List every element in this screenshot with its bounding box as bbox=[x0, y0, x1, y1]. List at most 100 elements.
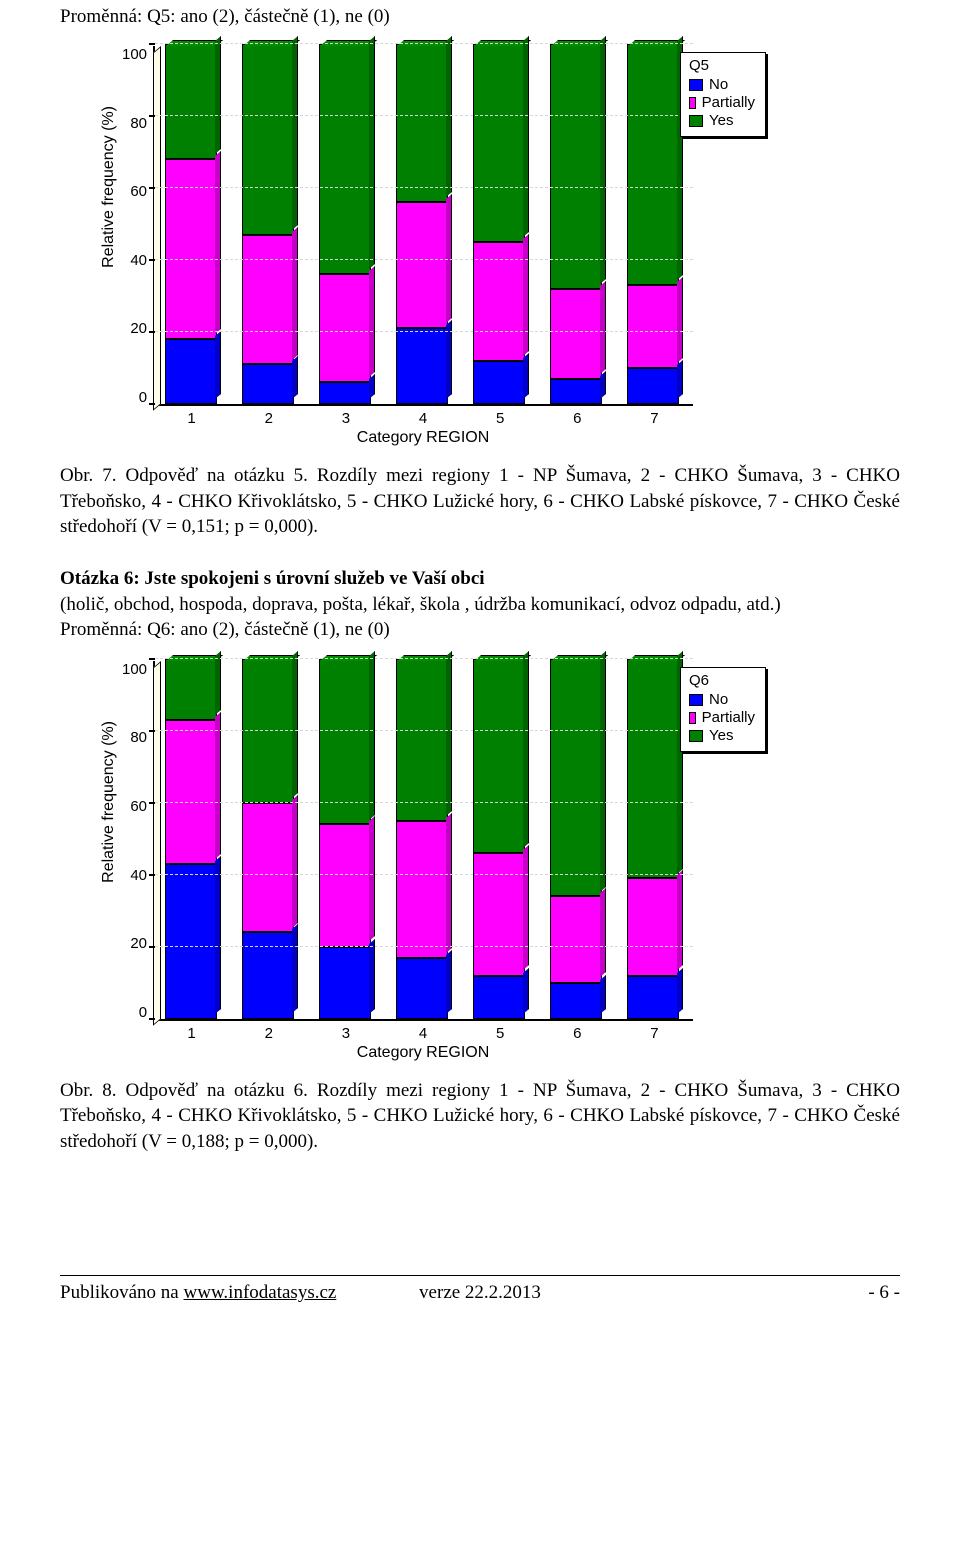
bar-segment-yes bbox=[396, 659, 448, 821]
footer-right: - 6 - bbox=[868, 1282, 900, 1304]
bar bbox=[319, 661, 375, 1019]
xtick-label: 2 bbox=[241, 410, 297, 427]
bar-segment-no bbox=[627, 976, 679, 1019]
xtick-label: 4 bbox=[395, 1025, 451, 1042]
legend-swatch bbox=[689, 694, 703, 706]
legend-swatch bbox=[689, 712, 696, 724]
xtick-label: 7 bbox=[626, 410, 682, 427]
bar-segment-yes bbox=[627, 659, 679, 879]
bar-segment-partially bbox=[627, 878, 679, 975]
ytick-label: 20 bbox=[130, 935, 147, 952]
chart1-ylabel: Relative frequency (%) bbox=[100, 106, 122, 268]
bar bbox=[550, 661, 606, 1019]
legend-label: Partially bbox=[702, 709, 755, 727]
bar-segment-no bbox=[396, 958, 448, 1019]
legend-label: No bbox=[709, 691, 728, 709]
legend-item: Yes bbox=[689, 727, 755, 745]
bar-segment-yes bbox=[165, 44, 217, 159]
bar-segment-yes bbox=[550, 659, 602, 897]
bar-segment-yes bbox=[396, 44, 448, 202]
ytick-label: 80 bbox=[130, 729, 147, 746]
bar bbox=[396, 46, 452, 404]
gridline bbox=[155, 43, 693, 44]
ytick-label: 40 bbox=[130, 252, 147, 269]
xtick-label: 6 bbox=[549, 1025, 605, 1042]
bar-segment-no bbox=[165, 864, 217, 1019]
xtick-label: 5 bbox=[472, 410, 528, 427]
bar-segment-partially bbox=[550, 896, 602, 982]
chart1-legend: Q5NoPartiallyYes bbox=[680, 52, 766, 137]
xtick-label: 4 bbox=[395, 410, 451, 427]
bar bbox=[165, 661, 221, 1019]
gridline bbox=[155, 187, 693, 188]
legend-swatch bbox=[689, 97, 696, 109]
xtick-label: 3 bbox=[318, 410, 374, 427]
legend-title: Q6 bbox=[689, 672, 755, 689]
bar-segment-partially bbox=[396, 202, 448, 328]
legend-label: No bbox=[709, 76, 728, 94]
chart1-yticks: 100806040200 bbox=[122, 46, 153, 406]
legend-item: Partially bbox=[689, 709, 755, 727]
bar-segment-yes bbox=[319, 44, 371, 274]
chart2-yticks: 100806040200 bbox=[122, 661, 153, 1021]
chart2-xticks: 1234567 bbox=[153, 1025, 693, 1042]
legend-swatch bbox=[689, 730, 703, 742]
bar-segment-yes bbox=[550, 44, 602, 289]
bar-segment-no bbox=[319, 382, 371, 404]
footer-left: Publikováno na www.infodatasys.cz bbox=[60, 1282, 336, 1304]
bar-segment-no bbox=[396, 328, 448, 404]
bar bbox=[396, 661, 452, 1019]
bar-segment-yes bbox=[319, 659, 371, 825]
bar-segment-no bbox=[473, 976, 525, 1019]
chart1-xticks: 1234567 bbox=[153, 410, 693, 427]
gridline bbox=[155, 658, 693, 659]
chart1-plot bbox=[153, 46, 693, 406]
legend-item: No bbox=[689, 76, 755, 94]
bar-segment-no bbox=[550, 379, 602, 404]
chart2-plot bbox=[153, 661, 693, 1021]
page-footer: Publikováno na www.infodatasys.cz verze … bbox=[60, 1275, 900, 1304]
footer-left-text: Publikováno na bbox=[60, 1282, 184, 1303]
variable-line-q5: Proměnná: Q5: ano (2), částečně (1), ne … bbox=[60, 6, 900, 28]
bar-segment-yes bbox=[242, 44, 294, 235]
bar-segment-partially bbox=[473, 853, 525, 975]
bar bbox=[627, 661, 683, 1019]
bar bbox=[242, 661, 298, 1019]
footer-center: verze 22.2.2013 bbox=[419, 1282, 541, 1304]
bar bbox=[627, 46, 683, 404]
bar-segment-no bbox=[165, 339, 217, 404]
xtick-label: 7 bbox=[626, 1025, 682, 1042]
bar-segment-yes bbox=[165, 659, 217, 720]
bar bbox=[550, 46, 606, 404]
bar-segment-yes bbox=[627, 44, 679, 285]
legend-item: No bbox=[689, 691, 755, 709]
gridline bbox=[155, 874, 693, 875]
variable-line-q6: Proměnná: Q6: ano (2), částečně (1), ne … bbox=[60, 617, 900, 643]
bar-segment-partially bbox=[627, 285, 679, 368]
chart-q5: Relative frequency (%) 100806040200 1234… bbox=[100, 46, 900, 447]
gridline bbox=[155, 331, 693, 332]
bar-segment-partially bbox=[242, 235, 294, 365]
legend-label: Yes bbox=[709, 112, 733, 130]
xtick-label: 6 bbox=[549, 410, 605, 427]
xtick-label: 5 bbox=[472, 1025, 528, 1042]
bar bbox=[473, 46, 529, 404]
legend-item: Partially bbox=[689, 94, 755, 112]
xtick-label: 3 bbox=[318, 1025, 374, 1042]
ytick-label: 80 bbox=[130, 115, 147, 132]
gridline bbox=[155, 259, 693, 260]
chart2-legend: Q6 NoPartiallyYes bbox=[680, 667, 766, 752]
bar bbox=[319, 46, 375, 404]
bar-segment-no bbox=[319, 947, 371, 1019]
bar-segment-yes bbox=[242, 659, 294, 803]
chart2-ylabel: Relative frequency (%) bbox=[100, 721, 122, 883]
chart-q6: Relative frequency (%) 100806040200 1234… bbox=[100, 661, 900, 1062]
bar bbox=[473, 661, 529, 1019]
bar bbox=[242, 46, 298, 404]
caption-fig8-prefix: Obr. 8. Odpověď na otázku 6. bbox=[60, 1080, 308, 1101]
ytick-label: 100 bbox=[122, 46, 147, 63]
ytick-label: 20 bbox=[130, 320, 147, 337]
bar-segment-no bbox=[627, 368, 679, 404]
bar-segment-partially bbox=[396, 821, 448, 958]
footer-link[interactable]: www.infodatasys.cz bbox=[184, 1282, 337, 1303]
